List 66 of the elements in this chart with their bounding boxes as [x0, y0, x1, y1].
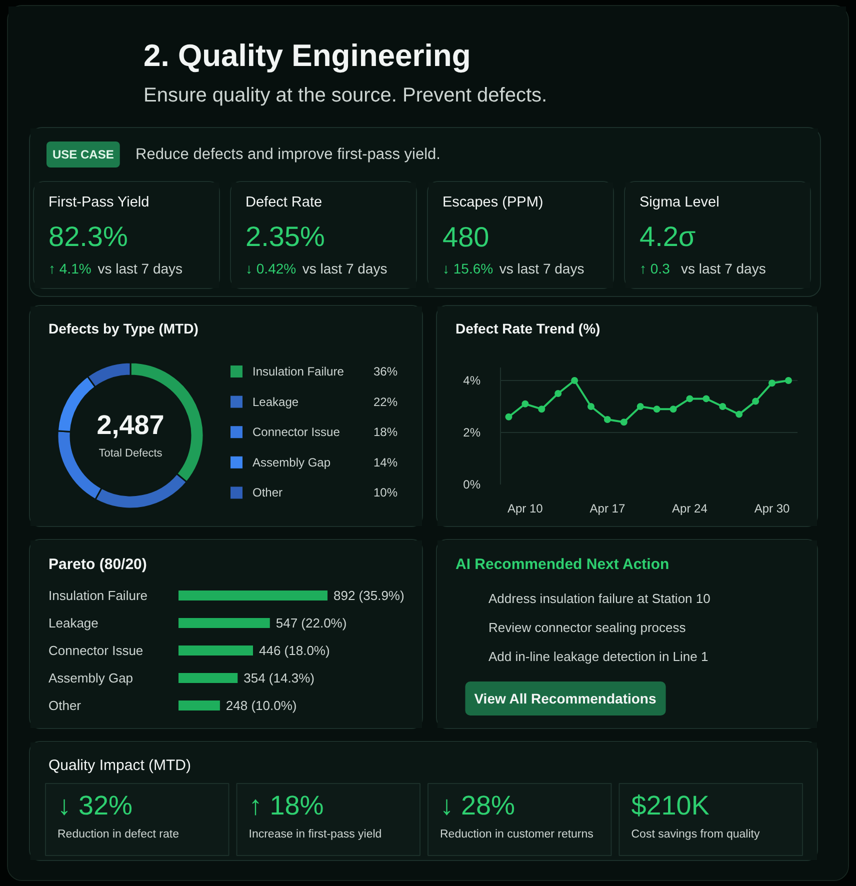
legend-label: Leakage [252, 394, 299, 409]
text: ↓ 15.6% [442, 260, 494, 276]
data-label: 22% [373, 394, 398, 409]
text: 2. Quality Engineering [144, 38, 471, 73]
text: ↓ 0.42% [246, 260, 296, 276]
text: ↓ 32% [58, 790, 133, 820]
text: 480 [442, 222, 490, 252]
data-label: 36% [373, 364, 398, 378]
y-tick-label: Other [48, 698, 82, 713]
text: USE CASE [52, 148, 114, 162]
data-label: 892 (35.9%) [334, 588, 404, 603]
text: Sigma Level [640, 194, 720, 210]
text: Defect Rate [246, 194, 322, 210]
legend-label: Other [252, 486, 283, 500]
y-tick-label: Insulation Failure [48, 588, 148, 603]
text: ↑ 0.3 [640, 260, 670, 276]
data-label: 10% [373, 486, 398, 500]
text: Reduction in defect rate [58, 828, 179, 840]
text: 2,487 [96, 410, 164, 440]
x-tick-label: Apr 17 [590, 502, 626, 516]
text: Review connector sealing process [488, 620, 686, 635]
data-label: 547 (22.0%) [276, 616, 347, 630]
x-tick-label: Apr 10 [508, 502, 544, 516]
text: Ensure quality at the source. Prevent defects. [144, 84, 548, 106]
y-tick-label: 2% [463, 426, 481, 440]
text: Reduction in customer returns [440, 828, 594, 840]
y-tick-label: 4% [463, 374, 481, 388]
y-tick-label: Leakage [48, 616, 98, 630]
text: Quality Impact (MTD) [48, 757, 192, 774]
text: Cost savings from quality [631, 828, 760, 840]
y-tick-label: Assembly Gap [48, 670, 134, 686]
text: ↑ 18% [248, 790, 324, 820]
text: vs last 7 days [302, 260, 388, 276]
text: ↓ 28% [440, 790, 516, 820]
x-tick-label: Apr 30 [754, 502, 790, 516]
text: First-Pass Yield [48, 194, 150, 210]
text: View All Recommendations [474, 690, 656, 706]
text: $210K [631, 790, 710, 820]
legend-label: Insulation Failure [252, 364, 344, 378]
text: Increase in first-pass yield [248, 828, 382, 840]
text: 2.35% [246, 221, 325, 252]
y-tick-label: 0% [463, 478, 481, 492]
text: Reduce defects and improve first-pass yield. [136, 146, 440, 163]
text: vs last 7 days [98, 260, 183, 276]
text: 4.2σ [640, 221, 696, 252]
text: ↑ 4.1% [48, 260, 92, 276]
data-label: 248 (10.0%) [226, 698, 297, 713]
x-tick-label: Apr 24 [672, 502, 708, 516]
text: Add in-line leakage detection in Line 1 [488, 649, 708, 664]
text: Address insulation failure at Station 10 [488, 591, 710, 606]
text: Escapes (PPM) [442, 194, 544, 210]
data-label: 14% [373, 455, 398, 470]
legend-label: Assembly Gap [252, 455, 331, 470]
chart-title: Defect Rate Trend (%) [456, 320, 600, 336]
text: AI Recommended Next Action [456, 556, 670, 573]
chart-title: Pareto (80/20) [48, 556, 147, 573]
chart-title: Defects by Type (MTD) [48, 320, 198, 336]
legend-label: Connector Issue [252, 425, 340, 440]
data-label: 18% [373, 425, 398, 440]
text: Total Defects [98, 448, 163, 460]
data-label: 446 (18.0%) [259, 643, 330, 658]
text: 82.3% [48, 221, 128, 252]
text: vs last 7 days [499, 260, 584, 276]
text: vs last 7 days [681, 260, 766, 276]
data-label: 354 (14.3%) [244, 670, 314, 686]
y-tick-label: Connector Issue [48, 643, 144, 658]
